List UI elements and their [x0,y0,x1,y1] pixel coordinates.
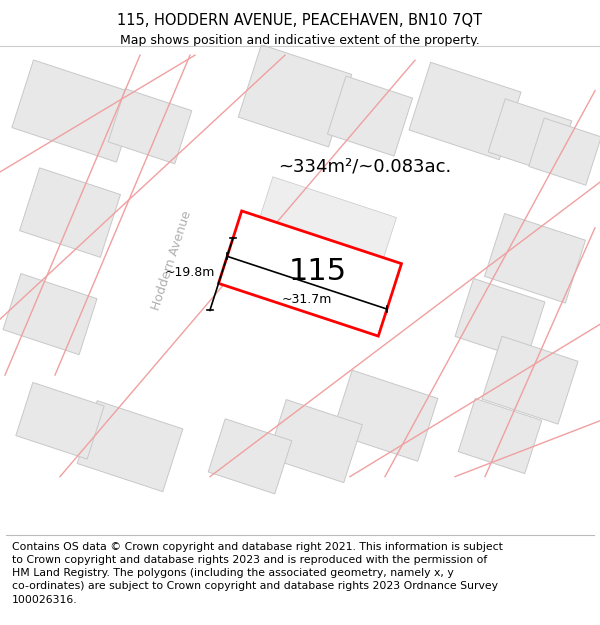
Polygon shape [77,401,183,492]
Polygon shape [244,177,397,309]
Text: 115: 115 [289,257,347,286]
Text: ~334m²/~0.083ac.: ~334m²/~0.083ac. [278,158,451,176]
Polygon shape [238,44,352,147]
Text: ~19.8m: ~19.8m [165,266,215,279]
Polygon shape [16,382,104,459]
Text: Map shows position and indicative extent of the property.: Map shows position and indicative extent… [120,34,480,47]
Polygon shape [108,89,192,164]
Polygon shape [529,118,600,185]
Polygon shape [3,274,97,355]
Polygon shape [328,76,413,156]
Polygon shape [12,60,138,162]
Polygon shape [482,336,578,424]
Polygon shape [455,279,545,360]
Text: Hoddern Avenue: Hoddern Avenue [150,209,194,312]
Polygon shape [458,399,542,474]
Polygon shape [208,419,292,494]
Text: Contains OS data © Crown copyright and database right 2021. This information is : Contains OS data © Crown copyright and d… [12,542,503,604]
Polygon shape [485,214,586,303]
Polygon shape [20,168,121,258]
Polygon shape [218,211,401,336]
Polygon shape [268,399,362,482]
Text: 115, HODDERN AVENUE, PEACEHAVEN, BN10 7QT: 115, HODDERN AVENUE, PEACEHAVEN, BN10 7Q… [118,12,482,28]
Text: ~31.7m: ~31.7m [282,293,332,306]
Polygon shape [488,99,572,174]
Polygon shape [332,370,438,461]
Polygon shape [409,62,521,160]
